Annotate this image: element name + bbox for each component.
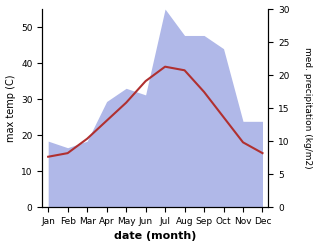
X-axis label: date (month): date (month) bbox=[114, 231, 197, 242]
Y-axis label: med. precipitation (kg/m2): med. precipitation (kg/m2) bbox=[303, 47, 313, 169]
Y-axis label: max temp (C): max temp (C) bbox=[5, 74, 16, 142]
